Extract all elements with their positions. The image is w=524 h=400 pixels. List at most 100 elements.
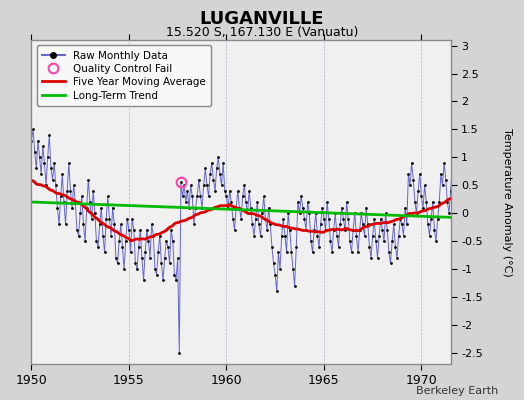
Point xyxy=(42,182,50,188)
Point xyxy=(396,216,405,222)
Point xyxy=(188,193,196,200)
Point xyxy=(162,238,170,244)
Point xyxy=(450,148,458,155)
Point xyxy=(436,171,445,177)
Point xyxy=(201,165,210,172)
Point xyxy=(71,199,80,205)
Point xyxy=(414,188,422,194)
Point xyxy=(147,221,156,228)
Point xyxy=(240,182,248,188)
Point xyxy=(372,238,380,244)
Point xyxy=(300,216,309,222)
Text: LUGANVILLE: LUGANVILLE xyxy=(200,10,324,28)
Point xyxy=(110,221,118,228)
Point xyxy=(361,232,369,239)
Point xyxy=(256,232,265,239)
Point xyxy=(354,249,362,256)
Text: 15.520 S, 167.130 E (Vanuatu): 15.520 S, 167.130 E (Vanuatu) xyxy=(166,26,358,39)
Point xyxy=(206,171,214,177)
Point xyxy=(163,244,172,250)
Point xyxy=(411,199,419,205)
Point xyxy=(187,182,195,188)
Point xyxy=(395,232,403,239)
Point xyxy=(228,216,237,222)
Point xyxy=(182,199,190,205)
Point xyxy=(216,171,224,177)
Point xyxy=(330,227,338,233)
Point xyxy=(412,210,421,216)
Point xyxy=(198,204,206,211)
Point xyxy=(84,176,93,183)
Point xyxy=(224,204,232,211)
Point xyxy=(172,277,180,284)
Point xyxy=(261,216,270,222)
Point xyxy=(265,204,273,211)
Point xyxy=(310,227,319,233)
Point xyxy=(420,182,429,188)
Point xyxy=(373,255,381,261)
Point xyxy=(333,232,341,239)
Point xyxy=(138,255,146,261)
Point xyxy=(117,221,125,228)
Point xyxy=(417,193,425,200)
Point xyxy=(125,227,133,233)
Point xyxy=(190,221,198,228)
Point xyxy=(276,266,284,272)
Point xyxy=(185,204,193,211)
Point xyxy=(357,210,365,216)
Point xyxy=(133,266,141,272)
Point xyxy=(429,199,437,205)
Point xyxy=(73,227,81,233)
Point xyxy=(331,210,340,216)
Point xyxy=(252,216,260,222)
Point xyxy=(234,188,242,194)
Point xyxy=(269,260,278,267)
Point xyxy=(401,204,409,211)
Point xyxy=(416,171,424,177)
Point xyxy=(368,232,377,239)
Point xyxy=(247,204,255,211)
Point xyxy=(346,238,354,244)
Point xyxy=(126,249,135,256)
Point xyxy=(326,238,335,244)
Point xyxy=(336,221,344,228)
Point xyxy=(212,165,221,172)
Point xyxy=(424,221,432,228)
Point xyxy=(47,165,55,172)
Point xyxy=(50,160,58,166)
Point xyxy=(156,232,164,239)
Point xyxy=(278,232,286,239)
Point xyxy=(34,137,42,144)
Point xyxy=(243,210,252,216)
Point xyxy=(139,277,148,284)
Point xyxy=(341,227,349,233)
Point xyxy=(102,216,111,222)
Point xyxy=(146,255,154,261)
Point xyxy=(180,182,188,188)
Point xyxy=(30,148,39,155)
Point xyxy=(312,210,320,216)
Point xyxy=(250,232,258,239)
Point xyxy=(287,249,296,256)
Point xyxy=(321,227,330,233)
Point xyxy=(284,210,292,216)
Point xyxy=(435,199,443,205)
Point xyxy=(74,232,83,239)
Point xyxy=(166,260,174,267)
Point xyxy=(209,176,217,183)
Point xyxy=(378,227,387,233)
Point xyxy=(386,260,395,267)
Legend: Raw Monthly Data, Quality Control Fail, Five Year Moving Average, Long-Term Tren: Raw Monthly Data, Quality Control Fail, … xyxy=(37,45,211,106)
Point xyxy=(118,244,127,250)
Point xyxy=(43,154,52,160)
Point xyxy=(324,216,333,222)
Point xyxy=(272,288,281,294)
Point xyxy=(217,182,226,188)
Point xyxy=(389,221,398,228)
Point xyxy=(359,221,367,228)
Point xyxy=(55,221,63,228)
Point xyxy=(318,204,326,211)
Point xyxy=(320,216,328,222)
Point xyxy=(393,255,401,261)
Point xyxy=(141,249,149,256)
